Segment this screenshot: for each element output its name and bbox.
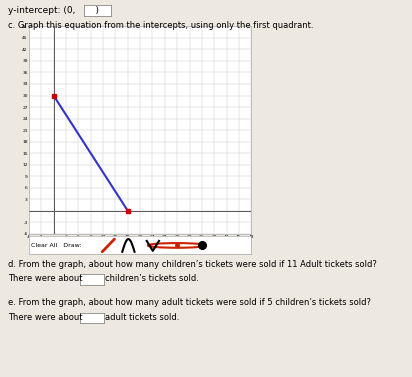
Text: e. From the graph, about how many adult tickets were sold if 5 children’s ticket: e. From the graph, about how many adult … (8, 298, 371, 307)
Text: Clear All   Draw:: Clear All Draw: (31, 243, 82, 248)
Text: adult tickets sold.: adult tickets sold. (105, 313, 180, 322)
Text: y-intercept: (0,       ): y-intercept: (0, ) (8, 6, 99, 15)
Text: children’s tickets sold.: children’s tickets sold. (105, 274, 199, 284)
Text: c. Graph this equation from the intercepts, using only the first quadrant.: c. Graph this equation from the intercep… (8, 21, 314, 30)
Text: There were about: There were about (8, 313, 83, 322)
Text: d. From the graph, about how many children’s tickets were sold if 11 Adult ticke: d. From the graph, about how many childr… (8, 260, 377, 269)
Text: There were about: There were about (8, 274, 83, 284)
